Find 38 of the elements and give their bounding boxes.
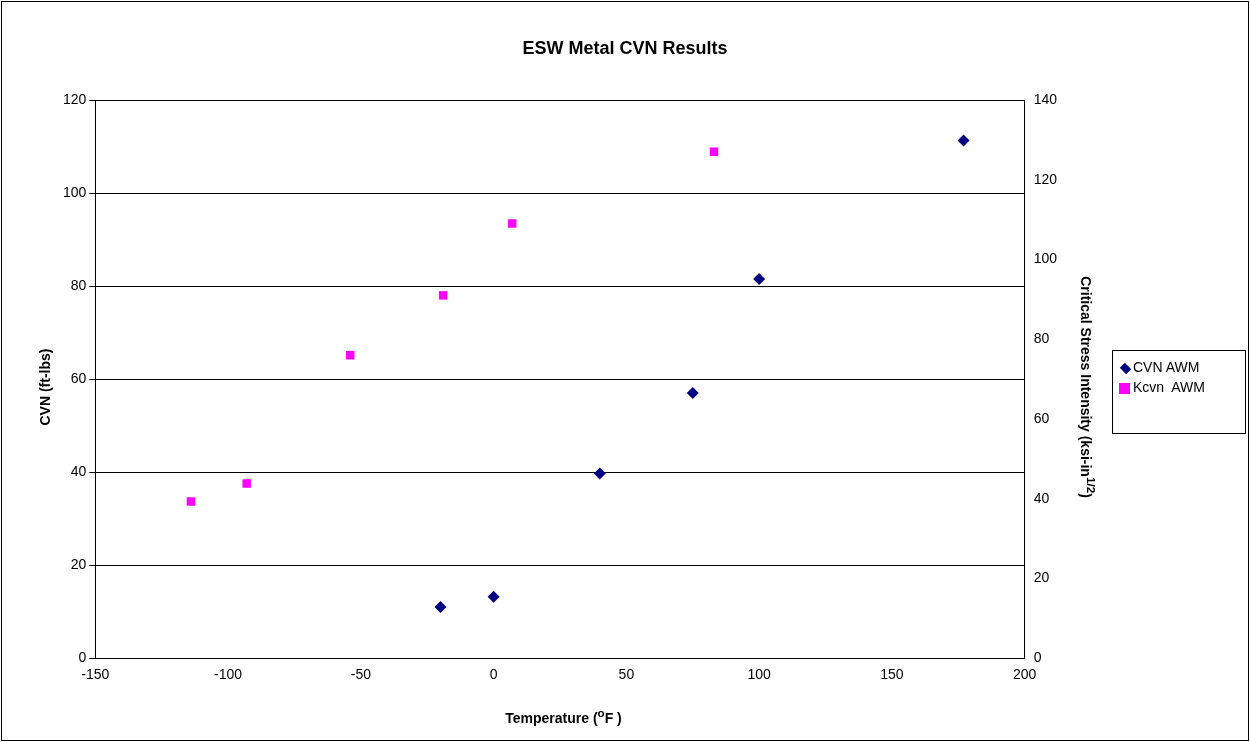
point xyxy=(686,387,699,400)
y2-tick-label: 120 xyxy=(1033,170,1058,187)
x-axis-title: Temperature ($^{o}$F ) xyxy=(504,706,623,726)
point xyxy=(186,497,196,506)
chart-title: ESW Metal CVN Results xyxy=(521,38,729,59)
y2-tick-label: 80 xyxy=(1033,330,1050,347)
y-tick-label: 60 xyxy=(70,369,87,386)
y-axis-title: CVN (ft-lbs) xyxy=(37,348,53,426)
y2-tick-label: 0 xyxy=(1033,649,1042,666)
point xyxy=(438,291,448,300)
y2-tick-label: 140 xyxy=(1033,90,1058,107)
x-tick-label: 50 xyxy=(618,666,635,683)
x-tick-label: 0 xyxy=(489,666,498,683)
point xyxy=(487,590,500,603)
y-tick-label: 40 xyxy=(70,462,87,479)
x-tick-label: 200 xyxy=(1012,666,1037,683)
y2-tick-label: 100 xyxy=(1033,250,1058,267)
y-tick-label: 0 xyxy=(78,649,87,666)
x-tick-label: -100 xyxy=(214,666,243,683)
x-tick-label: 100 xyxy=(747,666,772,683)
y2-tick-label: 20 xyxy=(1033,569,1050,586)
legend-label: CVN AWM xyxy=(1133,359,1200,375)
y-tick-label: 80 xyxy=(70,276,87,293)
point xyxy=(242,479,251,488)
y2-tick-label: 60 xyxy=(1033,409,1050,426)
legend-label: Kcvn AWM xyxy=(1133,379,1205,395)
point xyxy=(593,467,606,480)
point xyxy=(957,134,970,147)
point xyxy=(434,601,447,614)
x-tick-label: 150 xyxy=(880,666,904,683)
y2-tick-label: 40 xyxy=(1033,489,1050,506)
x-tick-label: -150 xyxy=(81,666,110,683)
point xyxy=(753,273,766,286)
point xyxy=(507,219,517,228)
y-tick-label: 100 xyxy=(63,183,87,200)
y-tick-label: 20 xyxy=(70,556,87,573)
x-tick-label: -50 xyxy=(350,666,372,683)
y-tick-label: 120 xyxy=(63,90,87,107)
